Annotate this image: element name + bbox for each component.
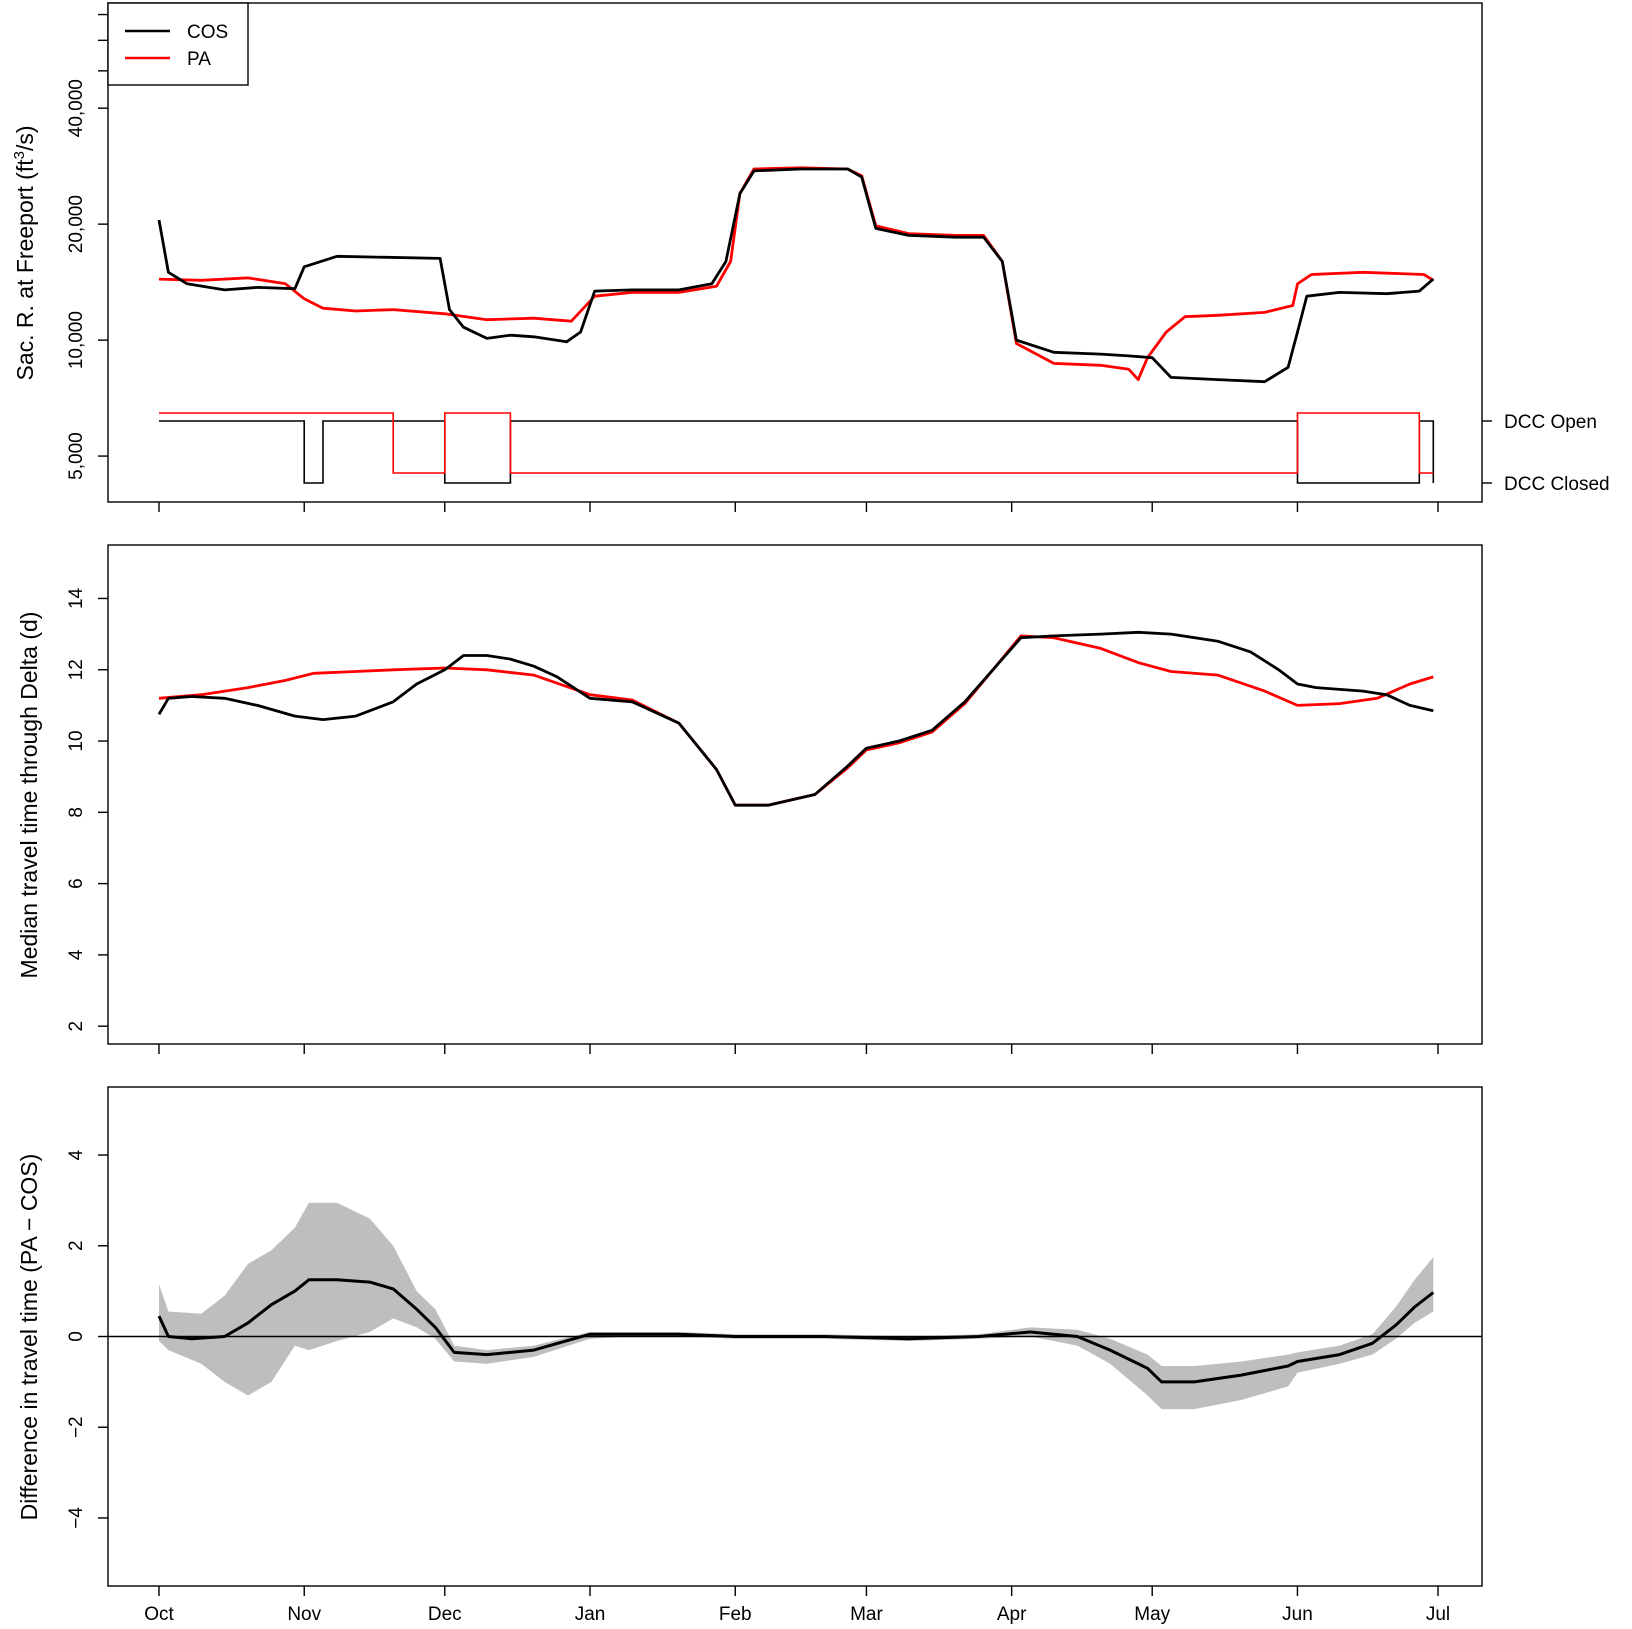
y-tick-label: 10,000 <box>66 311 87 369</box>
x-tick-label: Jan <box>575 1604 606 1625</box>
y-tick-label: 2 <box>66 1240 87 1251</box>
y-tick-label: 4 <box>66 1149 87 1160</box>
uncertainty-band <box>159 1202 1434 1410</box>
panel-flow: 5,000 10,000 20,000 40,000 DCC Open DCC Clos… <box>11 2 1610 512</box>
series-line-difference <box>157 1278 1435 1384</box>
panel-travel-time-x-axis <box>158 1044 1439 1054</box>
x-tick-label: Apr <box>997 1604 1027 1625</box>
legend-pa-label: PA <box>187 49 211 70</box>
x-tick-label: Nov <box>287 1604 321 1625</box>
x-tick-label: May <box>1134 1604 1170 1625</box>
panel-travel-time-y-label: Median travel time through Delta (d) <box>16 612 42 979</box>
y-tick-label: 8 <box>66 807 87 818</box>
panel-flow-series <box>157 166 1435 384</box>
panel-difference-band <box>159 1202 1434 1410</box>
panel-flow-x-axis <box>158 502 1439 512</box>
x-tick-label: Jul <box>1426 1604 1450 1625</box>
panel-travel-time-y-axis: 2 4 6 8 10 12 14 <box>66 587 108 1031</box>
y-tick-label: 40,000 <box>66 79 87 137</box>
gate-step-pa <box>159 412 1434 474</box>
series-line-cos <box>157 630 1434 807</box>
y-tick-label: 4 <box>66 949 87 960</box>
series-line-pa <box>158 166 1435 382</box>
y-tick-label: 6 <box>66 878 87 889</box>
y-tick-label: −2 <box>66 1416 87 1438</box>
panel-difference-x-axis: Oct Nov Dec Jan Feb Mar Apr May Jun Jul <box>144 1586 1450 1625</box>
panel-flow-y-axis: 5,000 10,000 20,000 40,000 <box>66 13 108 480</box>
panel-travel-time: 2 4 6 8 10 12 14 Median travel time through De… <box>16 544 1483 1054</box>
panel-travel-time-series <box>157 630 1434 807</box>
y-tick-label: 2 <box>66 1021 87 1032</box>
y-tick-label: 0 <box>66 1331 87 1342</box>
series-line-cos <box>157 167 1435 384</box>
legend: COS PA <box>107 2 249 86</box>
series-line-pa <box>158 634 1434 807</box>
panel-flow-frame <box>107 2 1483 503</box>
legend-box <box>107 2 249 86</box>
panel-difference-series <box>157 1278 1435 1384</box>
panel-flow-gate-status <box>159 412 1435 484</box>
x-tick-label: Jun <box>1282 1604 1313 1625</box>
y-tick-label: 10 <box>66 730 87 751</box>
right-tick-label: DCC Closed <box>1504 474 1610 495</box>
panel-difference: Oct Nov Dec Jan Feb Mar Apr May Jun Jul −4 −2 0 2 4 D… <box>16 1086 1483 1625</box>
superscript-3: 3 <box>11 151 28 159</box>
legend-cos-label: COS <box>187 22 228 43</box>
x-tick-label: Dec <box>428 1604 462 1625</box>
panel-flow-y-label: Sac. R. at Freeport (ft3/s) <box>11 125 38 380</box>
y-tick-label: 5,000 <box>66 432 87 480</box>
panel-difference-y-axis: −4 −2 0 2 4 <box>66 1149 108 1529</box>
y-tick-label: 12 <box>66 659 87 680</box>
x-tick-label: Mar <box>850 1604 883 1625</box>
right-tick-label: DCC Open <box>1504 412 1597 433</box>
x-tick-label: Feb <box>719 1604 752 1625</box>
panel-difference-y-label: Difference in travel time (PA − COS) <box>16 1154 42 1521</box>
y-tick-label: 20,000 <box>66 195 87 253</box>
x-tick-label: Oct <box>144 1604 174 1625</box>
panel-travel-time-frame <box>107 544 1483 1045</box>
panel-flow-right-axis: DCC Open DCC Closed <box>1482 412 1610 495</box>
y-tick-label: 14 <box>66 587 87 609</box>
y-tick-label: −4 <box>66 1507 87 1529</box>
